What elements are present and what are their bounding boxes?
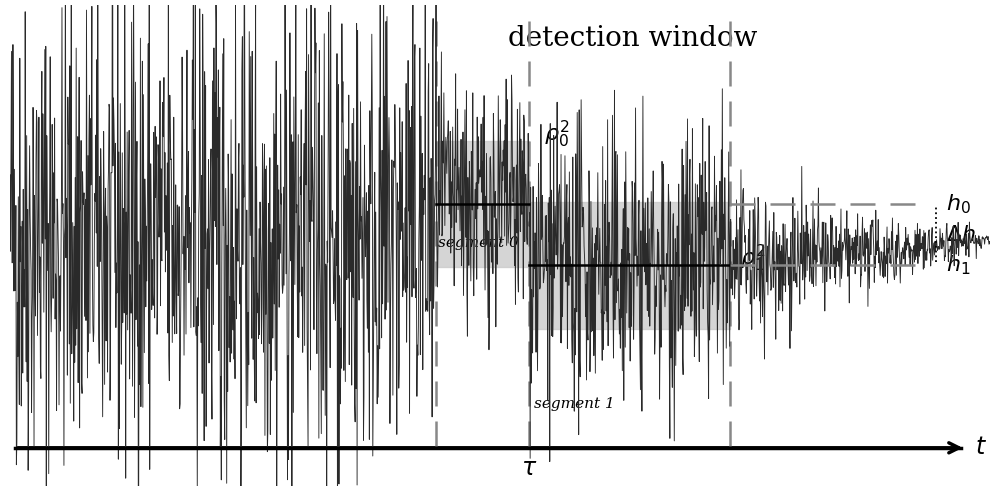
Text: $\tau$: $\tau$: [521, 457, 538, 480]
Text: $h_1$: $h_1$: [946, 253, 970, 277]
Text: $\rho^2_0$: $\rho^2_0$: [544, 118, 569, 150]
Text: $\Delta h$: $\Delta h$: [946, 223, 976, 246]
Text: detection window: detection window: [508, 25, 757, 52]
Text: segment 1: segment 1: [534, 397, 615, 411]
Text: $h_0$: $h_0$: [946, 192, 971, 216]
Text: segment 0: segment 0: [438, 236, 519, 250]
Text: $t$: $t$: [975, 436, 987, 459]
Text: $\rho^2_1$: $\rho^2_1$: [740, 243, 765, 274]
